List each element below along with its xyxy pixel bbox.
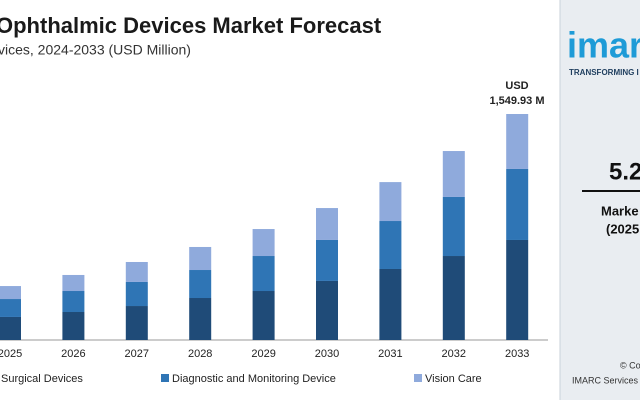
bar-segment	[62, 291, 85, 313]
x-tick-label: 2025	[0, 348, 22, 360]
bar-segment	[252, 256, 275, 292]
bar-segment	[0, 299, 21, 317]
bar-segment	[506, 168, 529, 240]
chart-title: Ophthalmic Devices Market Forecast	[0, 13, 382, 38]
x-tick-label: 2029	[251, 348, 275, 360]
bar-segment	[252, 229, 275, 257]
logo: imarc	[567, 25, 640, 66]
bar-segment	[442, 256, 465, 340]
annotation: 1,549.93 M	[489, 95, 544, 107]
annotation: USD	[505, 80, 528, 92]
legend-swatch	[161, 374, 169, 382]
side-panel	[560, 0, 640, 400]
bar-segment	[442, 196, 465, 257]
bar-segment	[189, 298, 212, 340]
bar-segment	[125, 261, 148, 282]
x-tick-label: 2032	[442, 348, 466, 360]
tagline: TRANSFORMING I	[569, 68, 639, 77]
bar-segment	[189, 246, 212, 271]
footer: IMARC Services F	[572, 375, 640, 385]
legend-label: Vision Care	[425, 373, 482, 385]
bar-segment	[125, 306, 148, 340]
x-tick-label: 2028	[188, 348, 212, 360]
bar-segment	[316, 280, 338, 340]
x-tick-label: 2026	[61, 348, 85, 360]
x-tick-label: 2033	[505, 348, 529, 360]
bar-segment	[379, 268, 402, 340]
stat: 5.2	[609, 158, 640, 185]
legend-label: Surgical Devices	[1, 373, 83, 385]
stat-label: (2025	[606, 221, 639, 236]
bar-segment	[316, 208, 338, 240]
bar-segment	[442, 151, 465, 197]
bar-segment	[316, 239, 338, 281]
x-tick-label: 2031	[378, 348, 402, 360]
bar-segment	[62, 274, 85, 292]
bar-segment	[379, 182, 402, 222]
bar-segment	[379, 221, 402, 269]
bar-segment	[125, 281, 148, 307]
chart-subtitle: vices, 2024-2033 (USD Million)	[0, 42, 191, 58]
bar-segment	[252, 291, 275, 340]
legend-swatch	[414, 374, 422, 382]
bar-segment	[0, 316, 21, 340]
footer: © Co	[620, 360, 640, 370]
bar-segment	[506, 239, 529, 340]
bar-segment	[506, 114, 529, 169]
x-tick-label: 2027	[125, 348, 149, 360]
bar-segment	[62, 312, 85, 340]
legend-label: Diagnostic and Monitoring Device	[172, 373, 336, 385]
bar-segment	[0, 286, 21, 300]
x-tick-label: 2030	[315, 348, 339, 360]
bar-segment	[189, 270, 212, 299]
stat-label: Marke	[601, 203, 639, 218]
